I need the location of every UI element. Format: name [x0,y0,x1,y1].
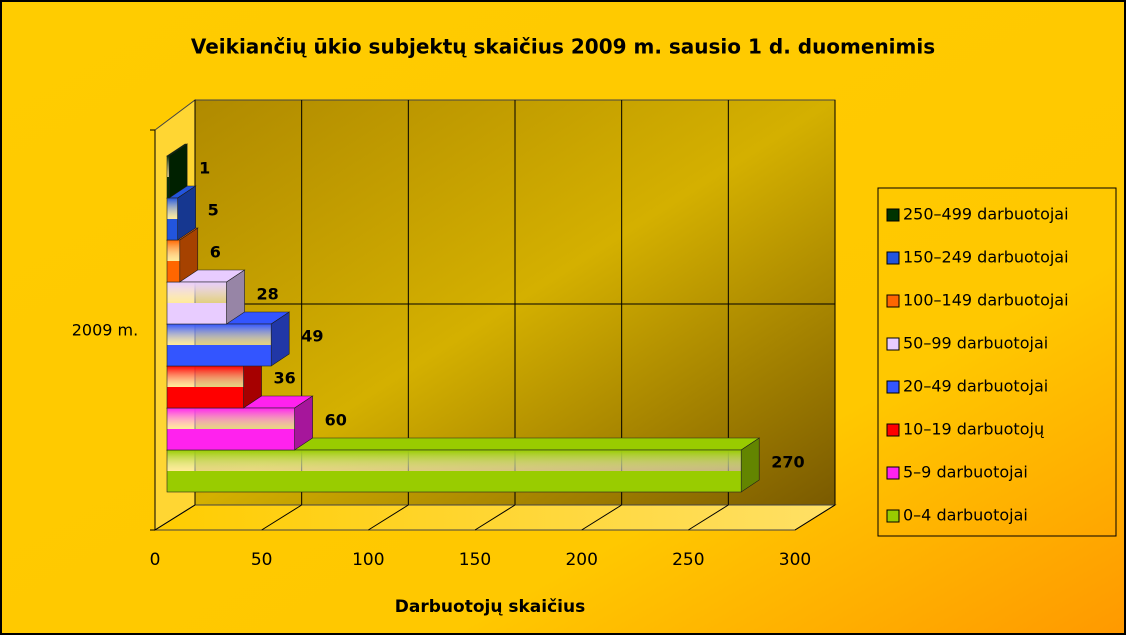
legend-label: 250–499 darbuotojai [903,205,1069,224]
bar-side-shade [271,312,290,366]
bar [166,155,170,199]
bar [166,365,244,409]
bar [166,197,178,241]
x-tick-label: 300 [779,550,811,570]
x-tick-label: 100 [352,550,384,570]
legend-label: 150–249 darbuotojai [903,248,1069,267]
bar-side-shade [741,438,760,492]
legend-label: 20–49 darbuotojai [903,377,1048,396]
x-tick-label: 150 [459,550,491,570]
value-label: 28 [257,285,279,304]
floor-line [368,504,409,531]
value-label: 1 [199,159,210,178]
legend-swatch [886,208,900,222]
bar-side-shade [243,354,262,408]
floor-line [154,504,196,531]
legend-label: 5–9 darbuotojai [903,463,1028,482]
bar [166,239,181,283]
legend-swatch [886,380,900,394]
bar-side-shade [179,228,198,282]
bar-side-shade [226,270,245,324]
value-label: 5 [208,201,219,220]
bar-side-shade [169,144,188,198]
value-label: 60 [325,411,347,430]
legend-swatch [886,466,900,480]
category-label: 2009 m. [72,321,138,340]
legend-swatch [886,423,900,437]
x-tick-label: 250 [672,550,704,570]
x-tick-label: 200 [565,550,597,570]
legend-label: 10–19 darbuotojų [903,420,1044,439]
value-label: 6 [210,243,221,262]
floor-line [688,504,729,531]
bar [166,449,742,493]
value-label: 270 [771,453,804,472]
bar-side-shade [177,186,196,240]
bar [166,407,295,451]
floor-line [261,504,302,531]
legend-swatch [886,294,900,308]
floor-line [581,504,622,531]
bar-side-shade [294,396,313,450]
x-tick-label: 0 [150,550,161,570]
bar [166,323,272,367]
x-tick-label: 50 [251,550,273,570]
chart-title: Veikiančių ūkio subjektų skaičius 2009 m… [191,35,935,59]
value-label: 49 [301,327,323,346]
x-axis-label: Darbuotojų skaičius [395,597,585,617]
legend-swatch [886,509,900,523]
bar [166,281,227,325]
legend [877,187,1117,537]
legend-swatch [886,337,900,351]
floor-line [794,504,836,531]
legend-swatch [886,251,900,265]
value-label: 36 [274,369,296,388]
legend-label: 100–149 darbuotojai [903,291,1069,310]
legend-label: 50–99 darbuotojai [903,334,1048,353]
floor-line [474,504,516,531]
legend-label: 0–4 darbuotojai [903,506,1028,525]
